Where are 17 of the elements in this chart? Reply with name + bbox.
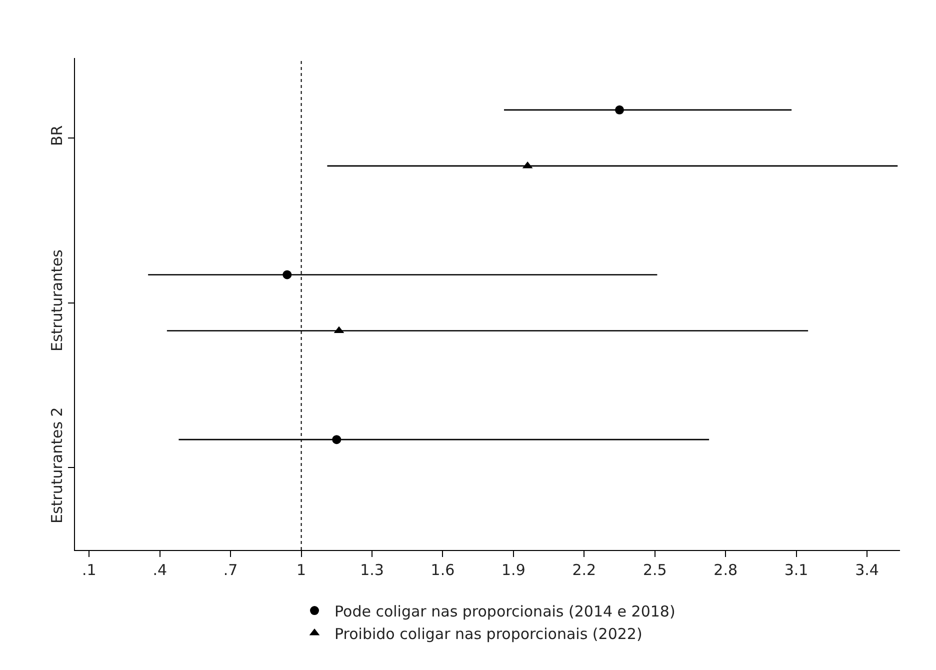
x-tick-label: .4 [152,561,168,579]
y-tick-label: Estruturantes 2 [48,407,66,524]
x-tick-label: 2.2 [572,561,596,579]
x-tick-label: 3.4 [855,561,879,579]
y-tick-label: Estruturantes [48,249,66,352]
x-tick-label: .1 [82,561,96,579]
x-tick-label: 1.6 [430,561,455,579]
x-tick-label: 1 [296,561,306,579]
legend-label: Proibido coligar nas proporcionais (2022) [334,624,642,643]
x-tick-label: 1.9 [502,561,526,579]
x-tick-label: 1.3 [360,561,384,579]
x-tick-label: 2.5 [642,561,667,579]
y-tick-label: BR [48,125,66,146]
x-tick-label: .7 [223,561,238,579]
x-tick-label: 3.1 [784,561,808,579]
x-tick-label: 2.8 [714,561,738,579]
legend-label: Pode coligar nas proporcionais (2014 e 2018) [334,602,676,620]
